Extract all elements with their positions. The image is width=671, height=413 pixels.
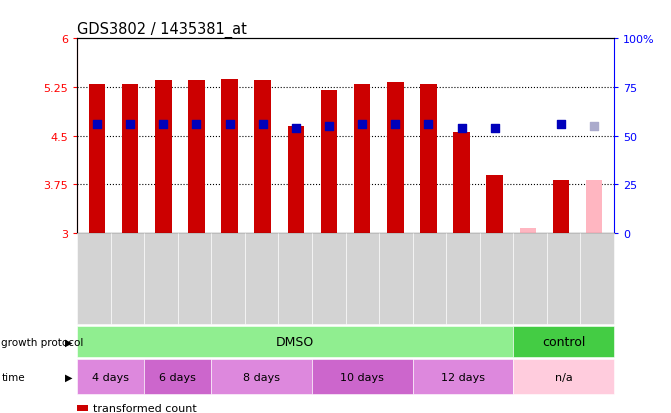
Text: transformed count: transformed count: [93, 403, 197, 413]
Text: 8 days: 8 days: [243, 372, 280, 382]
Bar: [486, 175, 503, 233]
Point: [423, 121, 433, 128]
Point: [291, 125, 301, 132]
Point: [224, 121, 235, 128]
Bar: [354, 85, 370, 233]
Bar: [254, 81, 271, 233]
Text: control: control: [542, 335, 585, 348]
Text: 10 days: 10 days: [340, 372, 384, 382]
Bar: [89, 85, 105, 233]
Point: [588, 123, 599, 130]
Text: 6 days: 6 days: [160, 372, 196, 382]
Bar: [586, 180, 603, 233]
Bar: [553, 180, 569, 233]
Bar: [221, 79, 238, 233]
Point: [92, 121, 103, 128]
Text: 4 days: 4 days: [92, 372, 130, 382]
Bar: [453, 133, 470, 233]
Bar: [519, 229, 536, 233]
Text: ▶: ▶: [65, 372, 73, 382]
Point: [258, 121, 268, 128]
Text: 12 days: 12 days: [441, 372, 485, 382]
Point: [323, 123, 334, 130]
Text: time: time: [1, 372, 25, 382]
Text: n/a: n/a: [555, 372, 572, 382]
Point: [556, 121, 566, 128]
Bar: [122, 85, 138, 233]
Point: [158, 121, 168, 128]
Bar: [288, 127, 304, 233]
Point: [191, 121, 202, 128]
Point: [390, 121, 401, 128]
Point: [456, 125, 467, 132]
Text: growth protocol: growth protocol: [1, 337, 84, 347]
Point: [357, 121, 368, 128]
Bar: [321, 91, 338, 233]
Point: [125, 121, 136, 128]
Bar: [420, 85, 437, 233]
Text: ▶: ▶: [65, 337, 73, 347]
Text: DMSO: DMSO: [276, 335, 315, 348]
Bar: [387, 83, 403, 233]
Point: [489, 125, 500, 132]
Text: GDS3802 / 1435381_at: GDS3802 / 1435381_at: [77, 22, 247, 38]
Bar: [155, 81, 172, 233]
Bar: [188, 81, 205, 233]
